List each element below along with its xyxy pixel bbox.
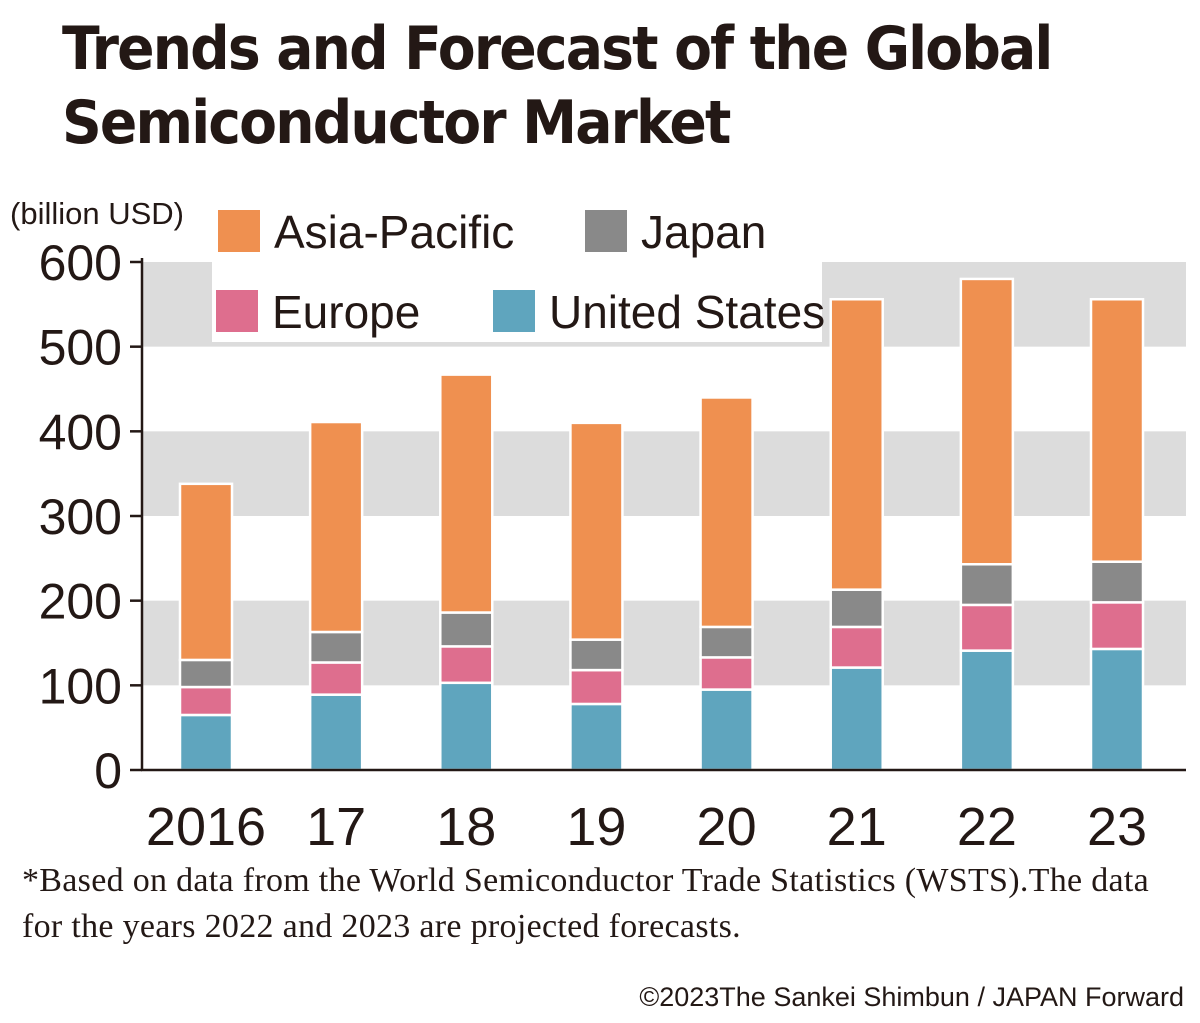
legend-label-asia-pacific: Asia-Pacific bbox=[274, 206, 514, 258]
bar-segment-asia-pacific-22 bbox=[959, 277, 1015, 566]
bar-segment-japan-23 bbox=[1089, 560, 1145, 604]
title-line-1: Trends and Forecast of the Global bbox=[62, 14, 1053, 84]
bar-segment-united-states-2016 bbox=[178, 713, 234, 772]
credit: ©2023The Sankei Shimbun / JAPAN Forward bbox=[639, 982, 1184, 1012]
bar-segment-united-states-19 bbox=[569, 702, 624, 772]
bar-segment-japan-19 bbox=[569, 638, 624, 672]
legend-swatch-japan bbox=[585, 210, 627, 252]
bar-segment-europe-21 bbox=[829, 625, 884, 669]
bar-segment-japan-18 bbox=[439, 611, 494, 648]
bar-segment-japan-17 bbox=[308, 630, 364, 664]
bar-segment-japan-2016 bbox=[178, 658, 234, 689]
bar-segment-united-states-18 bbox=[439, 681, 494, 772]
axes bbox=[130, 258, 1186, 772]
stacked-bar-chart: 0 100 200 300 400 500 600 2016 17 18 19 20 21 22 23 (… bbox=[10, 196, 1186, 857]
chart-title: Trends and Forecast of the Global Semico… bbox=[62, 12, 1092, 160]
y-tick-label-100: 100 bbox=[39, 658, 122, 714]
x-tick-label-2016: 2016 bbox=[146, 797, 266, 857]
legend-label-europe: Europe bbox=[272, 286, 420, 338]
bar-segment-united-states-21 bbox=[829, 666, 884, 772]
bar-segment-europe-22 bbox=[959, 603, 1015, 652]
footnote: *Based on data from the World Semiconduc… bbox=[22, 862, 1150, 945]
bar-segment-europe-19 bbox=[569, 668, 624, 706]
grid-band-0 bbox=[142, 600, 1186, 686]
y-tick-label-0: 0 bbox=[94, 743, 122, 799]
x-tick-label-20: 20 bbox=[697, 797, 757, 857]
bar-segment-europe-20 bbox=[699, 656, 754, 691]
y-tick-label-400: 400 bbox=[39, 404, 122, 460]
y-axis-label: (billion USD) bbox=[10, 196, 184, 231]
bar-segment-united-states-22 bbox=[959, 649, 1015, 772]
bars bbox=[178, 277, 1145, 772]
bar-segment-asia-pacific-18 bbox=[439, 373, 494, 614]
legend-swatch-united-states bbox=[493, 290, 535, 332]
bar-segment-united-states-17 bbox=[308, 693, 364, 772]
x-tick-labels: 2016 17 18 19 20 21 22 23 bbox=[146, 797, 1147, 857]
bar-segment-europe-17 bbox=[308, 661, 364, 696]
y-tick-label-500: 500 bbox=[39, 320, 122, 376]
x-tick-label-17: 17 bbox=[306, 797, 366, 857]
bar-segment-asia-pacific-17 bbox=[308, 420, 364, 634]
y-tick-label-600: 600 bbox=[39, 235, 122, 291]
y-tick-label-200: 200 bbox=[39, 574, 122, 630]
bar-segment-asia-pacific-21 bbox=[829, 298, 884, 591]
x-tick-label-22: 22 bbox=[957, 797, 1017, 857]
bar-segment-asia-pacific-2016 bbox=[178, 482, 234, 662]
y-tick-labels: 0 100 200 300 400 500 600 bbox=[39, 235, 122, 799]
bar-segment-asia-pacific-20 bbox=[699, 396, 754, 629]
x-tick-label-18: 18 bbox=[436, 797, 496, 857]
title-line-2: Semiconductor Market bbox=[62, 88, 731, 158]
bar-segment-asia-pacific-19 bbox=[569, 421, 624, 641]
legend: Asia-Pacific Japan Europe United States bbox=[212, 202, 825, 342]
x-tick-label-23: 23 bbox=[1087, 797, 1147, 857]
x-tick-label-21: 21 bbox=[827, 797, 887, 857]
bar-segment-japan-21 bbox=[829, 588, 884, 629]
legend-label-japan: Japan bbox=[641, 206, 766, 258]
bar-segment-united-states-23 bbox=[1089, 647, 1145, 772]
legend-swatch-asia-pacific bbox=[218, 210, 260, 252]
bar-segment-asia-pacific-23 bbox=[1089, 298, 1145, 563]
legend-label-united-states: United States bbox=[549, 286, 825, 338]
bar-segment-united-states-20 bbox=[699, 688, 754, 772]
bar-segment-europe-2016 bbox=[178, 685, 234, 717]
legend-swatch-europe bbox=[216, 290, 258, 332]
bar-segment-japan-22 bbox=[959, 563, 1015, 607]
bar-segment-japan-20 bbox=[699, 625, 754, 659]
y-tick-label-300: 300 bbox=[39, 489, 122, 545]
bar-segment-europe-18 bbox=[439, 645, 494, 685]
bar-segment-europe-23 bbox=[1089, 601, 1145, 651]
grid-band-1 bbox=[142, 431, 1186, 516]
x-tick-label-19: 19 bbox=[566, 797, 626, 857]
